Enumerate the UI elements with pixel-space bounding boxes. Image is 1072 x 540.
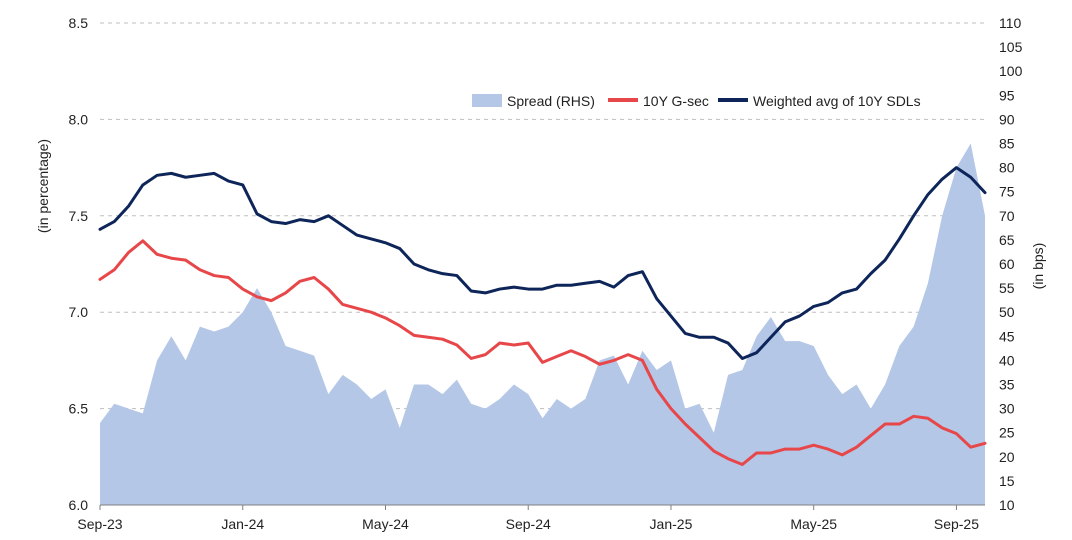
spread-area (100, 143, 985, 505)
y2-tick-label: 75 (999, 184, 1015, 200)
legend-label-sdl: Weighted avg of 10Y SDLs (753, 93, 921, 109)
y2-tick-label: 45 (999, 328, 1015, 344)
x-tick-label: Sep-23 (77, 516, 122, 532)
y-tick-label: 7.0 (69, 304, 89, 320)
y2-tick-label: 40 (999, 352, 1015, 368)
y2-tick-label: 95 (999, 87, 1015, 103)
y2-tick-label: 10 (999, 497, 1015, 513)
legend-swatch-spread (472, 94, 502, 107)
sdl-line (98, 166, 987, 360)
y2-tick-label: 25 (999, 425, 1015, 441)
y-tick-label: 6.0 (69, 497, 89, 513)
y2-tick-label: 70 (999, 208, 1015, 224)
y2-tick-label: 100 (999, 63, 1023, 79)
y-tick-label: 6.5 (69, 401, 89, 417)
y2-tick-label: 85 (999, 136, 1015, 152)
x-tick-label: May-24 (362, 516, 409, 532)
x-axis-ticks: Sep-23 Jan-24 May-24 Sep-24 Jan-25 May-25 Sep-… (77, 505, 979, 532)
x-tick-label: Jan-24 (221, 516, 264, 532)
y2-tick-label: 90 (999, 111, 1015, 127)
x-tick-label: Jan-25 (650, 516, 693, 532)
spread-area-layer (100, 143, 985, 505)
y2-tick-label: 105 (999, 39, 1023, 55)
y-tick-label: 8.5 (69, 15, 89, 31)
y2-tick-label: 55 (999, 280, 1015, 296)
line-layer (98, 166, 987, 467)
y2-tick-label: 15 (999, 473, 1015, 489)
gsec-line (98, 239, 987, 467)
y-tick-label: 7.5 (69, 208, 89, 224)
y2-tick-label: 35 (999, 377, 1015, 393)
y-tick-label: 8.0 (69, 111, 89, 127)
y2-tick-label: 65 (999, 232, 1015, 248)
y2-axis-label: (in bps) (1030, 243, 1046, 290)
y-axis-label: (in percentage) (35, 139, 51, 233)
y2-tick-label: 20 (999, 449, 1015, 465)
x-tick-label: Sep-24 (506, 516, 551, 532)
legend-label-gsec: 10Y G-sec (643, 93, 709, 109)
y2-tick-label: 80 (999, 160, 1015, 176)
x-tick-label: May-25 (790, 516, 837, 532)
y2-tick-label: 60 (999, 256, 1015, 272)
x-tick-label: Sep-25 (934, 516, 979, 532)
y2-tick-label: 110 (999, 15, 1022, 31)
y2-tick-label: 50 (999, 304, 1015, 320)
y2-tick-label: 30 (999, 401, 1015, 417)
legend: Spread (RHS) 10Y G-sec Weighted avg of 1… (472, 93, 921, 109)
legend-label-spread: Spread (RHS) (507, 93, 595, 109)
y2-axis-ticks: 10 15 20 25 30 35 40 45 50 55 60 65 70 75 80 85 90 95 100 1… (999, 15, 1023, 513)
y-axis-ticks: 6.0 6.5 7.0 7.5 8.0 8.5 (69, 15, 89, 513)
